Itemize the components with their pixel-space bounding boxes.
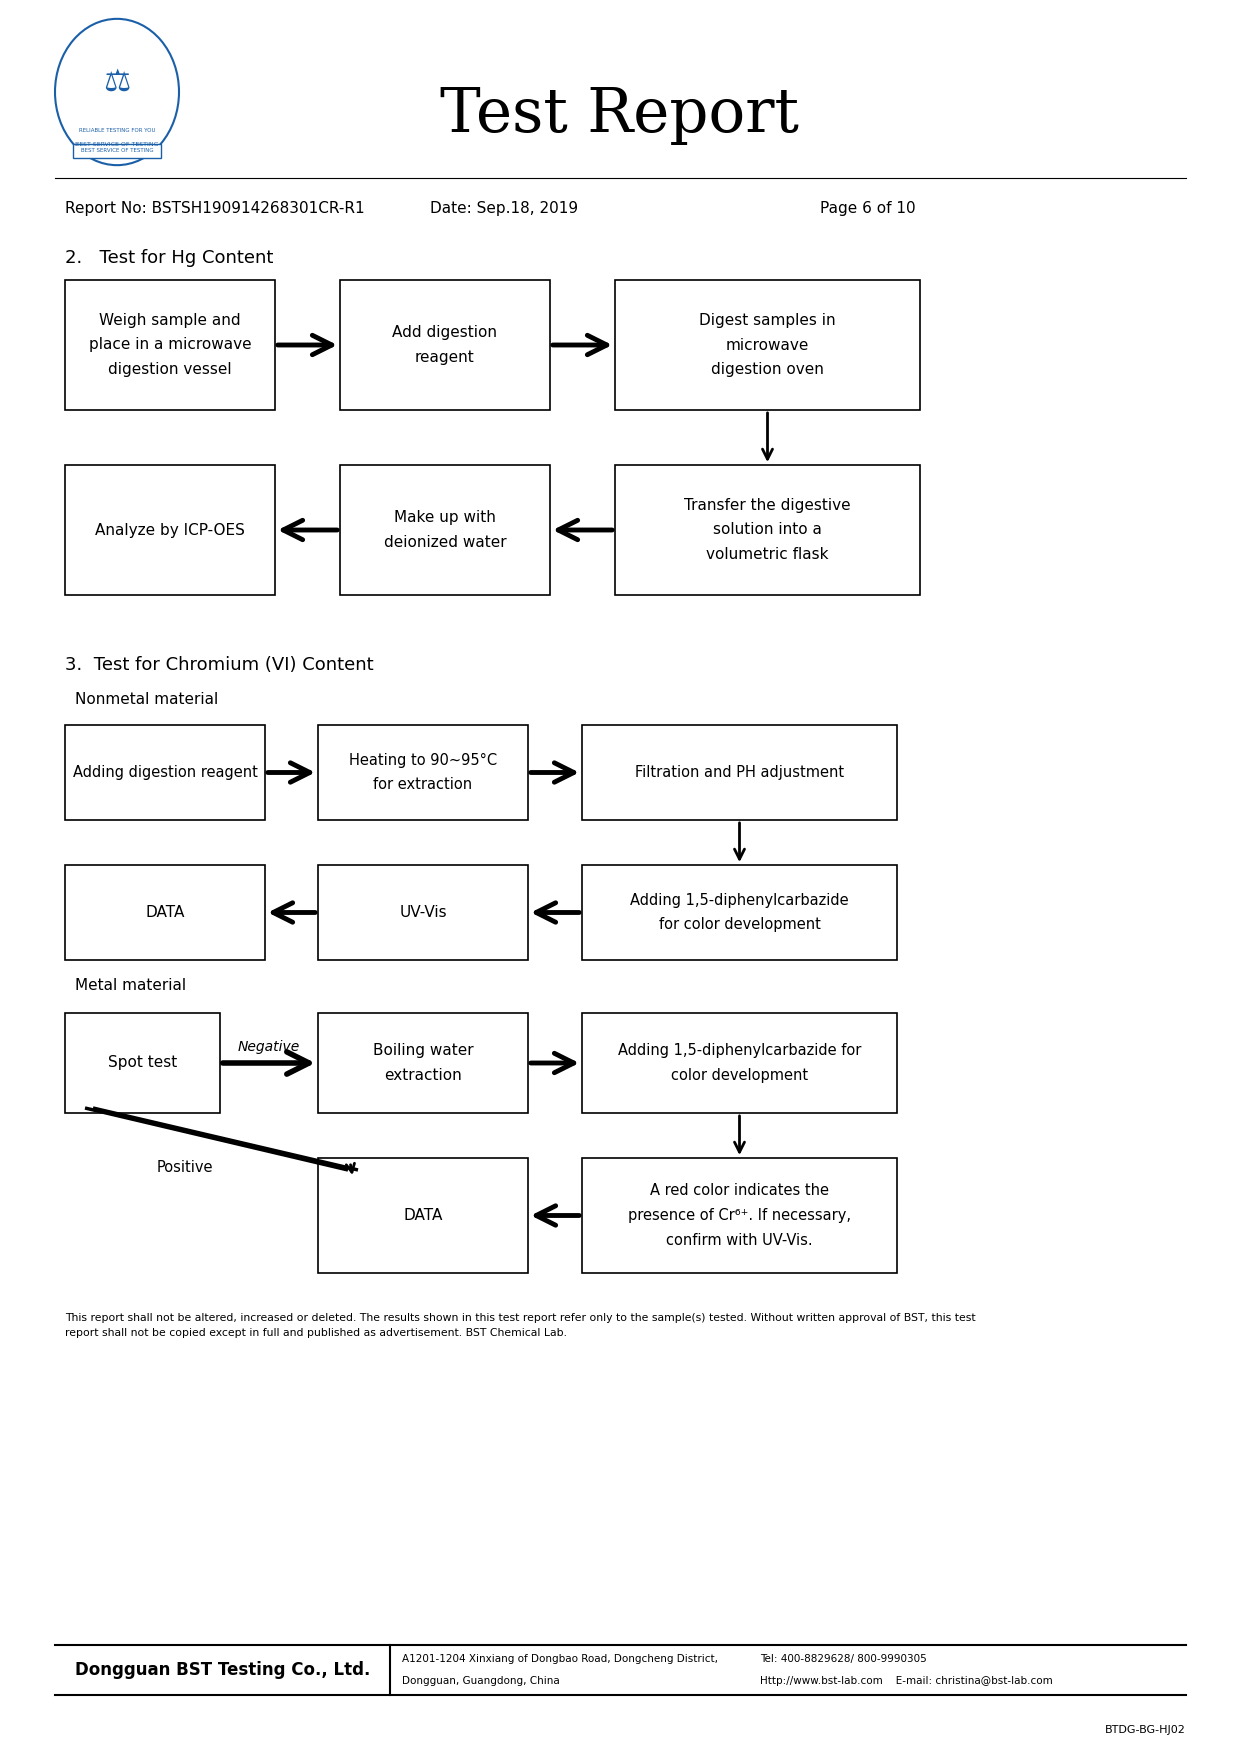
Text: Make up with
deionized water: Make up with deionized water	[383, 510, 506, 549]
Bar	[318, 724, 527, 821]
Text: Filtration and PH adjustment: Filtration and PH adjustment	[635, 765, 844, 781]
Text: BTDG-BG-HJ02: BTDG-BG-HJ02	[1106, 1724, 1186, 1735]
Text: Digest samples in
microwave
digestion oven: Digest samples in microwave digestion ov…	[699, 312, 835, 377]
Text: Adding digestion reagent: Adding digestion reagent	[72, 765, 257, 781]
Bar	[318, 865, 527, 959]
Text: RELIABLE TESTING FOR YOU: RELIABLE TESTING FOR YOU	[78, 128, 155, 133]
Text: Weigh sample and
place in a microwave
digestion vessel: Weigh sample and place in a microwave di…	[88, 312, 252, 377]
Text: BEST SERVICE OF TESTING: BEST SERVICE OF TESTING	[76, 142, 159, 147]
Text: Nonmetal material: Nonmetal material	[74, 693, 218, 707]
Text: Positive: Positive	[156, 1161, 213, 1175]
Bar	[65, 281, 276, 410]
Text: ⚖: ⚖	[103, 67, 130, 96]
Text: Boiling water
extraction: Boiling water extraction	[372, 1044, 473, 1082]
Bar	[616, 465, 920, 595]
Bar	[65, 1014, 220, 1114]
Ellipse shape	[55, 19, 179, 165]
Bar	[65, 465, 276, 595]
Bar	[340, 281, 550, 410]
Bar	[582, 1158, 897, 1273]
Text: 2.   Test for Hg Content: 2. Test for Hg Content	[65, 249, 273, 267]
Text: Negative: Negative	[238, 1040, 300, 1054]
Text: Add digestion
reagent: Add digestion reagent	[392, 324, 498, 365]
Bar	[73, 144, 161, 158]
Text: Tel: 400-8829628/ 800-9990305: Tel: 400-8829628/ 800-9990305	[759, 1654, 927, 1665]
Text: Metal material: Metal material	[74, 977, 186, 993]
Bar	[340, 465, 550, 595]
Bar	[65, 865, 266, 959]
Text: BEST SERVICE OF TESTING: BEST SERVICE OF TESTING	[81, 149, 154, 154]
Text: DATA: DATA	[145, 905, 185, 921]
Bar	[318, 1014, 527, 1114]
Bar	[582, 724, 897, 821]
Text: Report No: BSTSH190914268301CR-R1: Report No: BSTSH190914268301CR-R1	[65, 200, 365, 216]
Text: Date: Sep.18, 2019: Date: Sep.18, 2019	[429, 200, 578, 216]
Text: Page 6 of 10: Page 6 of 10	[820, 200, 916, 216]
Text: A red color indicates the
presence of Cr⁶⁺. If necessary,
confirm with UV-Vis.: A red color indicates the presence of Cr…	[628, 1184, 851, 1247]
Text: Dongguan BST Testing Co., Ltd.: Dongguan BST Testing Co., Ltd.	[74, 1661, 370, 1679]
Text: Adding 1,5-diphenylcarbazide
for color development: Adding 1,5-diphenylcarbazide for color d…	[630, 893, 849, 933]
Text: DATA: DATA	[403, 1209, 443, 1223]
Text: Http://www.bst-lab.com    E-mail: christina@bst-lab.com: Http://www.bst-lab.com E-mail: christina…	[759, 1677, 1052, 1686]
Text: This report shall not be altered, increased or deleted. The results shown in thi: This report shall not be altered, increa…	[65, 1314, 975, 1338]
Bar	[65, 724, 266, 821]
Bar	[616, 281, 920, 410]
Text: 3.  Test for Chromium (VI) Content: 3. Test for Chromium (VI) Content	[65, 656, 374, 674]
Bar	[582, 865, 897, 959]
Text: UV-Vis: UV-Vis	[400, 905, 447, 921]
Text: Analyze by ICP-OES: Analyze by ICP-OES	[96, 523, 244, 537]
Text: Heating to 90~95°C
for extraction: Heating to 90~95°C for extraction	[349, 752, 498, 793]
Text: A1201-1204 Xinxiang of Dongbao Road, Dongcheng District,: A1201-1204 Xinxiang of Dongbao Road, Don…	[402, 1654, 719, 1665]
Text: Test Report: Test Report	[441, 84, 799, 146]
Bar	[582, 1014, 897, 1114]
Text: Spot test: Spot test	[108, 1056, 177, 1070]
Text: Transfer the digestive
solution into a
volumetric flask: Transfer the digestive solution into a v…	[684, 498, 851, 561]
Text: Dongguan, Guangdong, China: Dongguan, Guangdong, China	[402, 1677, 560, 1686]
Bar	[318, 1158, 527, 1273]
Text: Adding 1,5-diphenylcarbazide for
color development: Adding 1,5-diphenylcarbazide for color d…	[618, 1044, 861, 1082]
